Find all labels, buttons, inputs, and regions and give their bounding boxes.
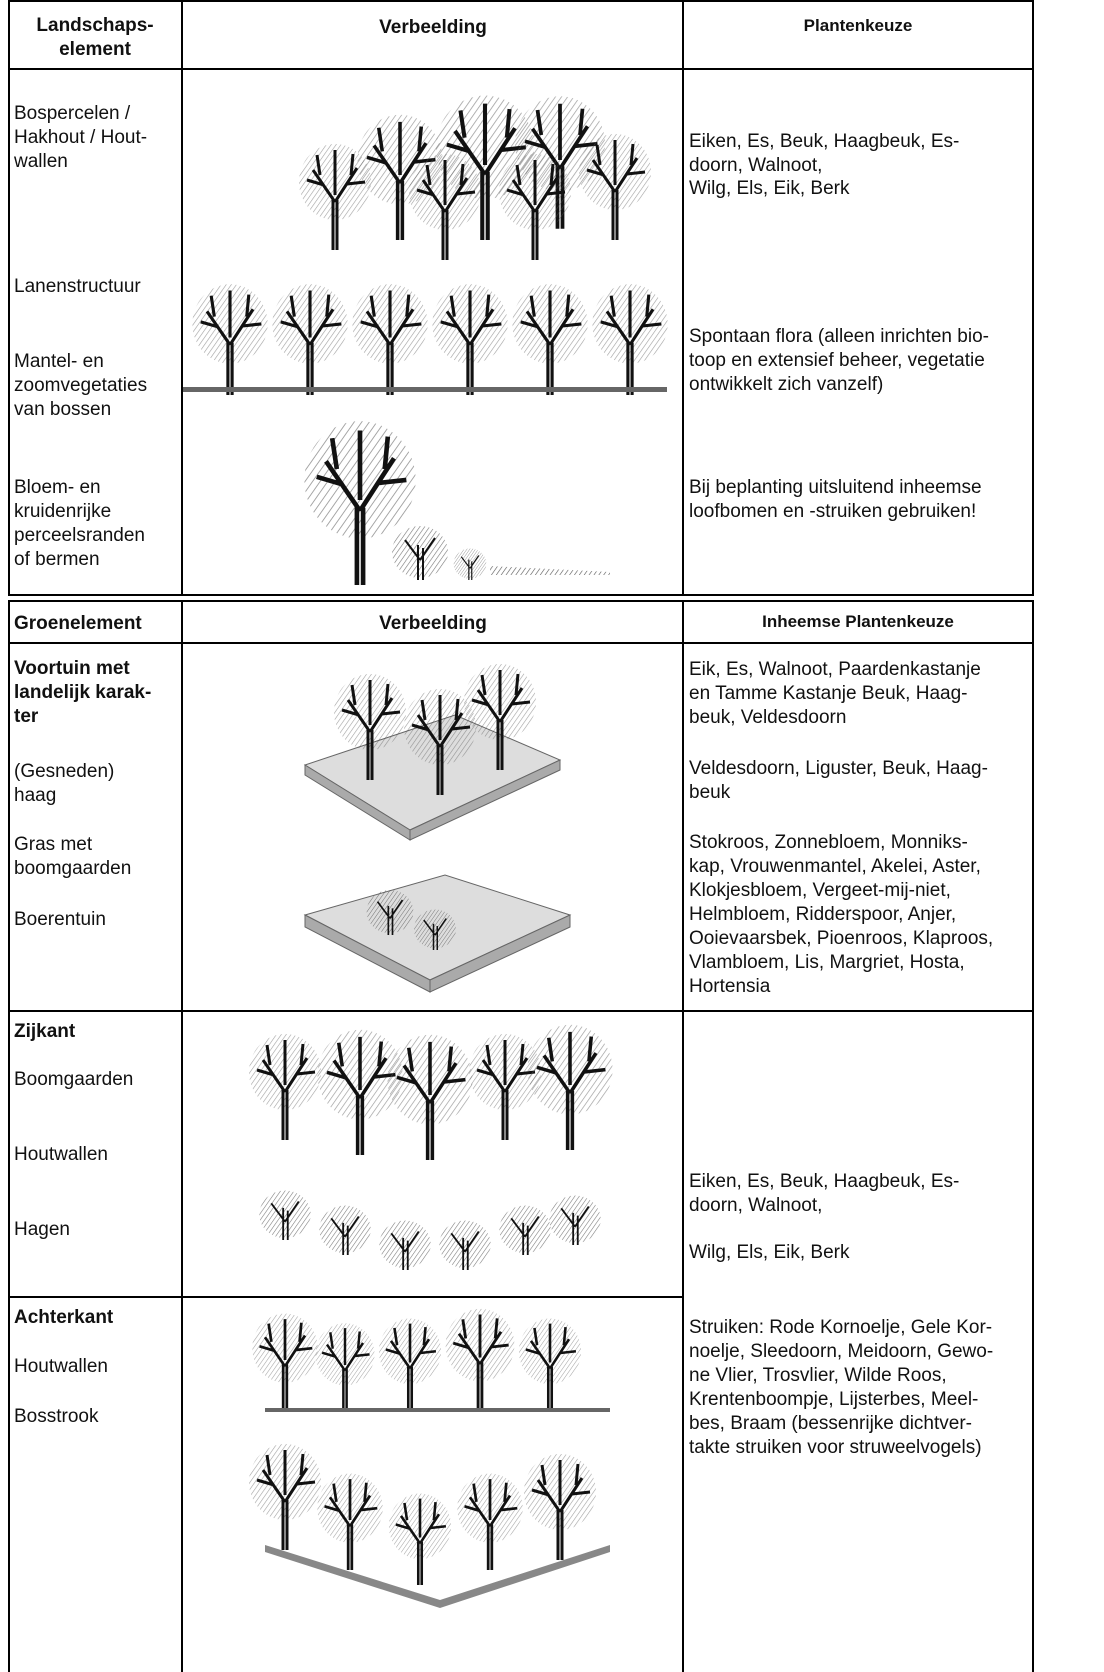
- cell-text: Bij beplanting uitsluitend inheemse loof…: [689, 477, 982, 522]
- cell-text: Hagen: [14, 1219, 70, 1240]
- cell-text: Boomgaarden: [14, 1069, 134, 1090]
- cell-text: (Gesneden) haag: [14, 761, 115, 806]
- cell-text: Houtwallen: [14, 1144, 108, 1165]
- cell-text: Spontaan flora (alleen inrichten bio- to…: [689, 326, 989, 395]
- border: [8, 1296, 683, 1298]
- row-heading: Voortuin met landelijk karak- ter: [14, 658, 152, 727]
- column-header: Inheemse Plantenkeuze: [762, 612, 954, 631]
- row-heading: Zijkant: [14, 1021, 76, 1042]
- edge-illustration: [304, 421, 610, 585]
- column-header: Plantenkeuze: [803, 16, 913, 35]
- column-header: Verbeelding: [379, 613, 487, 634]
- border: [8, 1010, 1033, 1012]
- cell-text: Wilg, Els, Eik, Berk: [689, 1242, 850, 1263]
- cell-text: Eiken, Es, Beuk, Haagbeuk, Es- doorn, Wa…: [689, 131, 960, 176]
- border: [8, 642, 1033, 644]
- cell-text: Veldesdoorn, Liguster, Beuk, Haag- beuk: [689, 758, 988, 803]
- side-illustration: [247, 1022, 615, 1270]
- garden-illustration: [303, 662, 572, 993]
- cell-text: Bosstrook: [14, 1406, 99, 1427]
- cell-text: Bloem- en kruidenrijke perceelsranden of…: [14, 477, 145, 570]
- column-header: Verbeelding: [379, 17, 487, 38]
- row-heading: Achterkant: [14, 1307, 114, 1328]
- border: [8, 0, 1033, 2]
- border: [8, 68, 1033, 70]
- cell-text: Mantel- en zoomvegetaties van bossen: [14, 351, 148, 420]
- cell-text: Gras met boomgaarden: [14, 834, 132, 879]
- border: [682, 600, 684, 1672]
- column-header: Groenelement: [14, 613, 142, 634]
- border: [1032, 600, 1034, 1672]
- cell-text: Bospercelen / Hakhout / Hout- wallen: [14, 103, 148, 172]
- cell-text: Wilg, Els, Eik, Berk: [689, 178, 850, 199]
- back-illustration: [247, 1307, 610, 1608]
- border: [181, 0, 183, 596]
- cell-text: Stokroos, Zonnebloem, Monniks- kap, Vrou…: [689, 832, 994, 997]
- cell-text: Struiken: Rode Kornoelje, Gele Kor- noel…: [689, 1317, 994, 1458]
- cell-text: Houtwallen: [14, 1356, 108, 1377]
- border: [8, 594, 1033, 596]
- cell-text: Boerentuin: [14, 909, 106, 930]
- cell-text: Eik, Es, Walnoot, Paardenkastanje en Tam…: [689, 659, 981, 728]
- border: [181, 600, 183, 1672]
- forest-illustration: [297, 95, 653, 260]
- cell-text: Lanenstructuur: [14, 276, 141, 297]
- border: [8, 600, 1033, 602]
- column-header: Landschaps- element: [36, 15, 154, 60]
- cell-text: Eiken, Es, Beuk, Haagbeuk, Es- doorn, Wa…: [689, 1171, 960, 1216]
- border: [682, 0, 684, 596]
- border: [8, 0, 10, 596]
- border: [1032, 0, 1034, 596]
- border: [8, 600, 10, 1672]
- lane-illustration: [183, 282, 670, 395]
